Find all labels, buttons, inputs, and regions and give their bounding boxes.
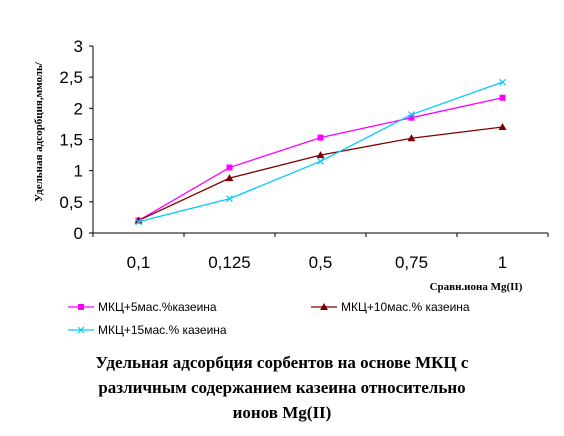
- x-tick-label: 0,5: [309, 253, 333, 272]
- y-tick-label: 2: [74, 99, 83, 118]
- legend-marker: [78, 304, 84, 310]
- data-point: [499, 94, 506, 101]
- legend-label: МКЦ+5мас.%казеина: [98, 300, 217, 314]
- data-point: [225, 174, 234, 182]
- x-tick-label: 0,125: [208, 253, 251, 272]
- legend-item: МКЦ+10мас.% казеина: [311, 300, 470, 314]
- legend-item: МКЦ+5мас.%казеина: [68, 300, 217, 314]
- y-tick-label: 1,5: [59, 131, 83, 150]
- series-1: [135, 94, 506, 224]
- x-tick-label: 0,1: [127, 253, 151, 272]
- data-point: [499, 78, 506, 86]
- y-axis-ticks: 0 0,5 1 1,5 2 2,5 3: [59, 37, 93, 243]
- caption-line-3: ионов Mg(II): [232, 403, 332, 422]
- series-line: [138, 126, 503, 222]
- data-point: [317, 157, 324, 165]
- legend-item: МКЦ+15мас.% казеина: [68, 323, 227, 337]
- data-point: [226, 195, 233, 203]
- legend: МКЦ+5мас.%казеина МКЦ+10мас.% казеина МКЦ+…: [68, 300, 470, 337]
- data-point: [408, 114, 415, 121]
- data-point: [226, 164, 233, 171]
- x-axis-label: Сравн.иона Mg(II): [430, 281, 523, 293]
- x-tick-label: 1: [498, 253, 507, 272]
- y-axis-label: Удельная адсорбция,ммоль/: [33, 61, 45, 202]
- data-point: [407, 134, 416, 142]
- figure-caption: Удельная адсорбция сорбентов на основе М…: [0, 350, 564, 425]
- x-tick-label: 0,75: [395, 253, 428, 272]
- caption-line-1: Удельная адсорбция сорбентов на основе М…: [95, 353, 469, 372]
- series-lines: [134, 78, 507, 226]
- data-point: [317, 134, 324, 141]
- y-tick-label: 2,5: [59, 68, 83, 87]
- caption-line-2: различным содержанием казеина относитель…: [98, 378, 466, 397]
- legend-marker: [320, 303, 328, 310]
- series-3: [135, 78, 506, 226]
- y-tick-label: 0: [74, 224, 83, 243]
- y-tick-label: 1: [74, 162, 83, 181]
- legend-label: МКЦ+15мас.% казеина: [98, 323, 227, 337]
- y-tick-label: 3: [74, 37, 83, 56]
- data-point: [498, 123, 507, 131]
- line-chart: 0 0,5 1 1,5 2 2,5 3 0,1 0,125 0,5 0,75 1 Сравн.ион…: [33, 37, 549, 337]
- series-line: [138, 97, 503, 222]
- legend-marker: [77, 326, 85, 334]
- y-tick-label: 0,5: [59, 193, 83, 212]
- legend-label: МКЦ+10мас.% казеина: [341, 300, 470, 314]
- data-point: [316, 151, 325, 159]
- data-point: [408, 111, 415, 118]
- data-point: [135, 218, 142, 226]
- x-axis-ticks: 0,1 0,125 0,5 0,75 1: [92, 233, 549, 272]
